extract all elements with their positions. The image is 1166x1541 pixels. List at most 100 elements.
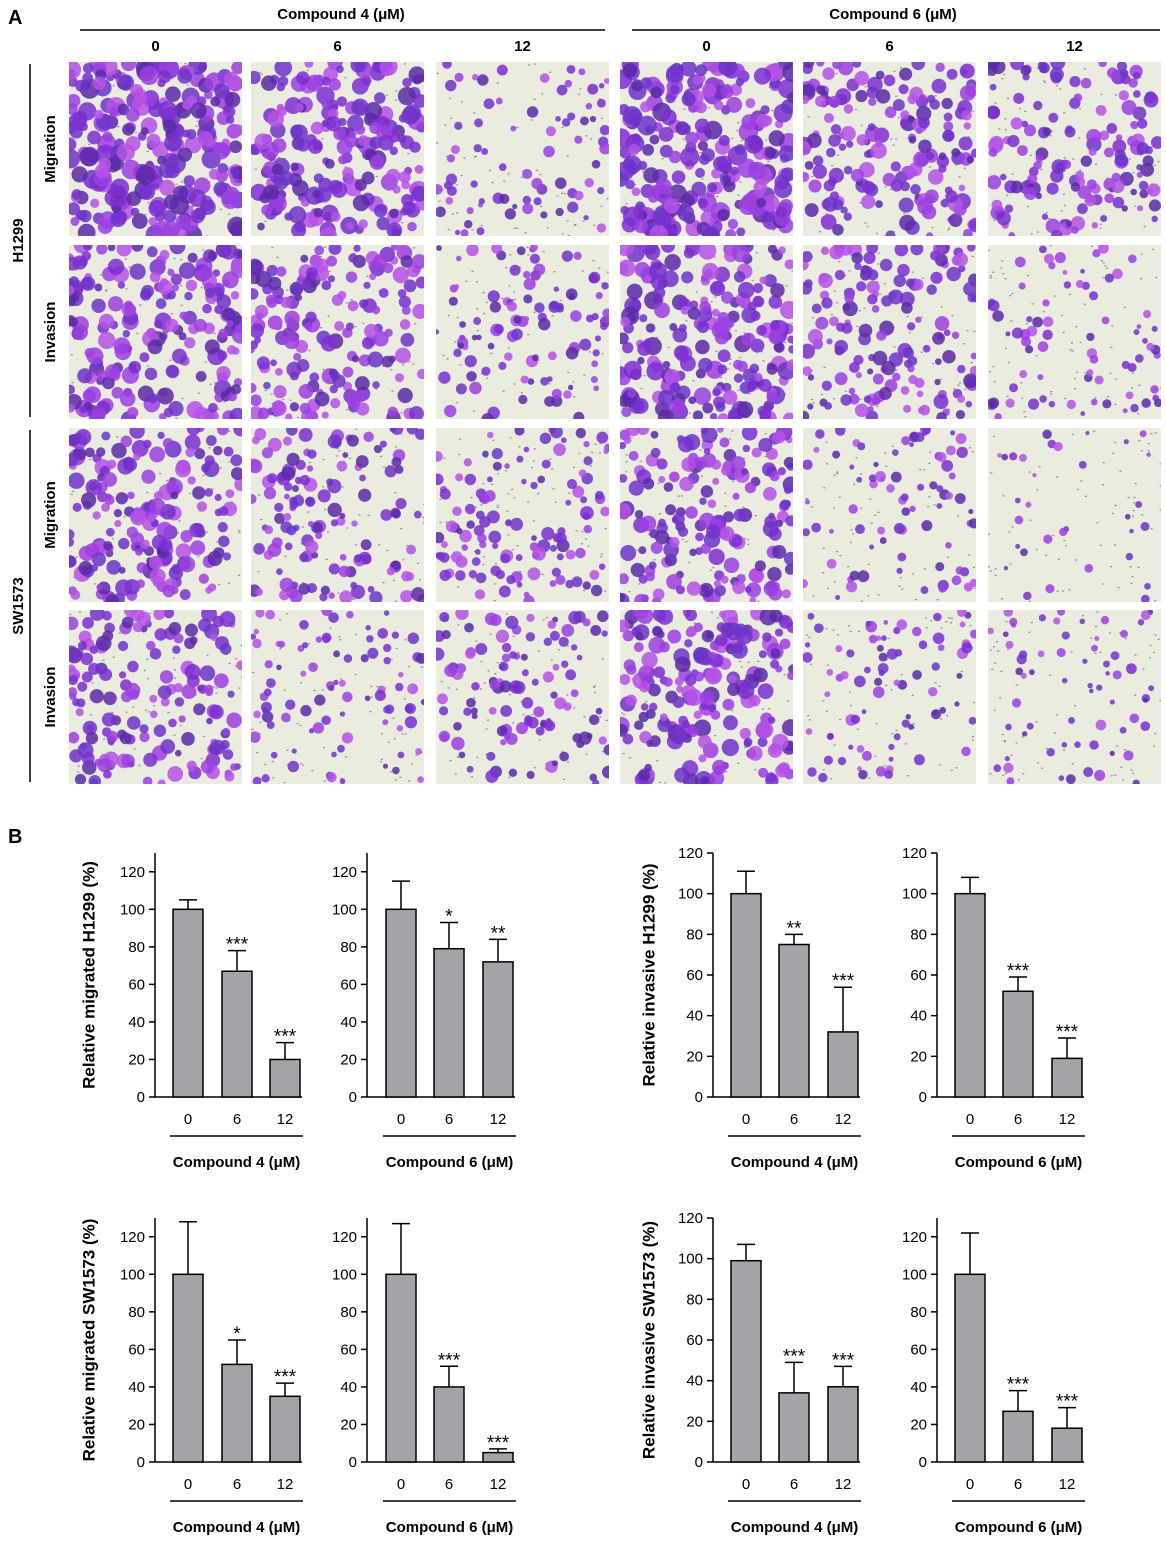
stained-cell — [1107, 67, 1118, 79]
stained-cell — [278, 75, 289, 87]
stained-cell — [334, 321, 345, 332]
stained-cell — [165, 318, 179, 333]
stained-cell — [510, 125, 517, 132]
stained-cell — [910, 184, 921, 195]
stained-cell — [216, 365, 231, 381]
stained-cell — [599, 142, 609, 155]
y-tick-label: 80 — [340, 1304, 357, 1321]
stained-cell — [584, 178, 594, 188]
stained-cell — [806, 133, 822, 148]
stained-cell — [555, 116, 561, 122]
y-tick-label: 40 — [128, 1379, 145, 1396]
stained-cell — [296, 71, 310, 85]
stained-cell — [1075, 170, 1085, 180]
y-tick-label: 0 — [349, 1454, 357, 1471]
stained-cell — [1150, 136, 1161, 149]
y-tick-label: 60 — [686, 967, 703, 984]
y-tick-label: 40 — [686, 1373, 703, 1390]
y-tick-label: 40 — [340, 1014, 357, 1031]
stained-cell — [1080, 155, 1092, 167]
stained-cell — [764, 147, 777, 159]
stained-cell — [446, 154, 456, 163]
x-tick-label: 12 — [1059, 1476, 1076, 1493]
micrograph-tile — [988, 62, 1161, 236]
stained-cell — [473, 144, 482, 153]
stained-cell — [397, 387, 413, 404]
stained-cell — [741, 193, 760, 212]
stained-cell — [69, 62, 82, 80]
stained-cell — [274, 62, 293, 77]
stained-cell — [947, 216, 955, 224]
stained-cell — [351, 98, 369, 117]
stained-cell — [625, 179, 635, 190]
stained-cell — [938, 152, 947, 161]
stained-cell — [1033, 161, 1042, 170]
stained-cell — [540, 211, 548, 219]
y-tick-label: 120 — [902, 845, 927, 862]
y-tick-label: 20 — [686, 1048, 703, 1065]
stained-cell — [907, 94, 918, 105]
x-tick-label: 0 — [966, 1111, 974, 1128]
stained-cell — [355, 402, 370, 416]
stained-cell — [1023, 124, 1036, 137]
stained-cell — [79, 405, 87, 414]
stained-cell — [1013, 92, 1025, 104]
stained-cell — [861, 194, 876, 209]
stained-cell — [1041, 213, 1049, 220]
y-tick-label: 100 — [678, 886, 703, 903]
x-tick-label: 0 — [742, 1111, 750, 1128]
stained-cell — [804, 161, 814, 170]
stained-cell — [352, 194, 370, 212]
stained-cell — [109, 107, 119, 117]
stained-cell — [900, 110, 910, 120]
stained-cell — [803, 62, 815, 69]
bar — [433, 1386, 465, 1463]
stained-cell — [254, 133, 272, 151]
stained-cell — [318, 177, 333, 192]
stained-cell — [442, 62, 452, 69]
stained-cell — [90, 198, 100, 208]
y-tick-label: 0 — [137, 1454, 145, 1471]
x-axis-title: Compound 6 (μM) — [386, 1154, 514, 1171]
stained-cell — [695, 167, 705, 178]
stained-cell — [854, 70, 870, 86]
stained-cell — [729, 166, 739, 176]
stained-cell — [94, 109, 104, 120]
stained-cell — [69, 285, 75, 295]
stained-cell — [342, 167, 354, 179]
stained-cell — [692, 75, 703, 86]
y-tick-label: 120 — [332, 864, 357, 881]
stained-cell — [648, 192, 659, 203]
stained-cell — [368, 260, 379, 272]
stained-cell — [120, 62, 137, 72]
stained-cell — [389, 208, 399, 219]
stained-cell — [221, 271, 239, 289]
stained-cell — [70, 293, 80, 302]
stained-cell — [254, 336, 262, 344]
bar — [1002, 1410, 1034, 1463]
stained-cell — [224, 71, 239, 87]
x-axis-title: Compound 4 (μM) — [173, 1154, 301, 1171]
stained-cell — [399, 319, 411, 330]
stained-cell — [79, 122, 88, 132]
stained-cell — [128, 360, 142, 374]
micrograph-tile — [803, 62, 976, 236]
stained-cell — [214, 83, 230, 99]
stained-cell — [300, 254, 309, 263]
bar — [269, 1058, 301, 1098]
stained-cell — [668, 150, 682, 164]
stained-cell — [331, 294, 344, 306]
stained-cell — [991, 199, 1003, 211]
stained-cell — [745, 98, 756, 109]
stained-cell — [642, 144, 654, 156]
stained-cell — [768, 130, 785, 147]
stained-cell — [321, 76, 331, 86]
stained-cell — [445, 197, 454, 205]
stained-cell — [116, 143, 135, 162]
stained-cell — [395, 347, 411, 364]
stained-cell — [1148, 199, 1161, 212]
y-tick-label: 60 — [910, 1341, 927, 1358]
stained-cell — [1080, 77, 1092, 89]
